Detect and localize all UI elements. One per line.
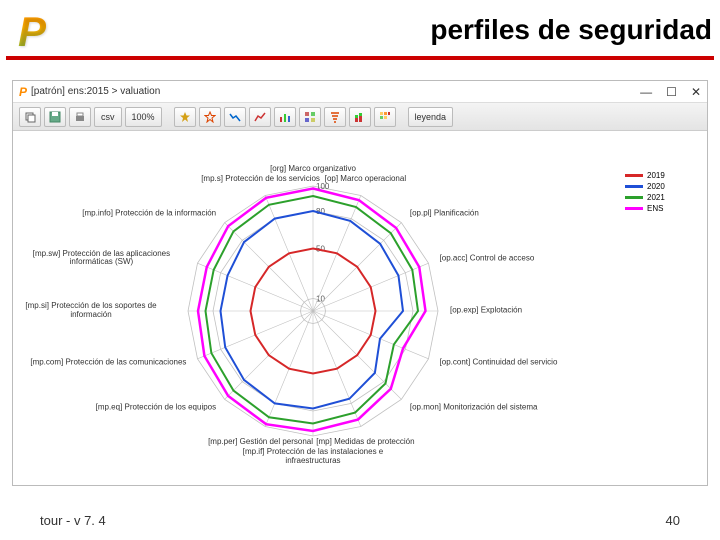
axis-label: [mp.com] Protección de las comunicacione… xyxy=(30,359,186,368)
axis-label: [op.acc] Control de acceso xyxy=(440,254,535,263)
print-button[interactable] xyxy=(69,107,91,127)
legend-label: 2021 xyxy=(647,193,665,202)
axis-label: [op.cont] Continuidad del servicio xyxy=(440,359,558,368)
copy-button[interactable] xyxy=(19,107,41,127)
slide-title: perfiles de seguridad xyxy=(430,14,712,46)
window-titlebar: P [patrón] ens:2015 > valuation — ☐ ✕ xyxy=(13,81,707,103)
legend-toggle-button[interactable]: leyenda xyxy=(408,107,454,127)
axis-label: [op.mon] Monitorización del sistema xyxy=(410,403,538,412)
toolbar: csv 100% leyenda xyxy=(13,103,707,131)
axis-label: [mp.si] Protección de los soportes de in… xyxy=(6,302,176,320)
slide-number: 40 xyxy=(666,513,680,528)
window-minimize-button[interactable]: — xyxy=(640,85,652,99)
save-button[interactable] xyxy=(44,107,66,127)
axis-label: [op] Marco operacional xyxy=(325,176,406,185)
chart-line-down-button[interactable] xyxy=(224,107,246,127)
axis-label: [mp.info] Protección de la información xyxy=(82,210,216,219)
legend-label: 2019 xyxy=(647,171,665,180)
axis-label: [mp.sw] Protección de las aplicaciones i… xyxy=(16,250,186,268)
chart-tornado-button[interactable] xyxy=(324,107,346,127)
chart-bar-button[interactable] xyxy=(274,107,296,127)
csv-export-button[interactable]: csv xyxy=(94,107,122,127)
svg-text:10: 10 xyxy=(316,295,325,304)
window-controls: — ☐ ✕ xyxy=(640,85,701,99)
legend-label: ENS xyxy=(647,204,663,213)
window-title: [patrón] ens:2015 > valuation xyxy=(31,86,640,97)
chart-heatmap-button[interactable] xyxy=(374,107,396,127)
legend-swatch xyxy=(625,174,643,177)
app-window: P [patrón] ens:2015 > valuation — ☐ ✕ cs… xyxy=(12,80,708,486)
window-close-button[interactable]: ✕ xyxy=(691,85,701,99)
axis-label: [mp.s] Protección de los servicios xyxy=(201,176,320,185)
slide-logo: P xyxy=(18,8,46,56)
app-icon: P xyxy=(19,85,27,99)
window-maximize-button[interactable]: ☐ xyxy=(666,85,677,99)
legend-label: 2020 xyxy=(647,182,665,191)
chart-legend: 2019 2020 2021 ENS xyxy=(625,171,701,215)
chart-line-up-button[interactable] xyxy=(249,107,271,127)
chart-star-filled-button[interactable] xyxy=(174,107,196,127)
axis-label: [org] Marco organizativo xyxy=(270,165,356,174)
legend-item: 2019 xyxy=(625,171,701,180)
axis-label: [mp.eq] Protección de los equipos xyxy=(96,403,217,412)
axis-label: [op.exp] Explotación xyxy=(450,307,522,316)
footer-version: tour - v 7. 4 xyxy=(40,513,106,528)
axis-label: [op.pl] Planificación xyxy=(410,210,479,219)
axis-label: [mp.per] Gestión del personal xyxy=(208,438,313,447)
legend-item: ENS xyxy=(625,204,701,213)
title-underline xyxy=(6,56,714,60)
legend-swatch xyxy=(625,185,643,188)
chart-grid-button[interactable] xyxy=(299,107,321,127)
legend-item: 2021 xyxy=(625,193,701,202)
legend-item: 2020 xyxy=(625,182,701,191)
chart-stacked-button[interactable] xyxy=(349,107,371,127)
axis-label: [mp.if] Protección de las instalaciones … xyxy=(228,448,398,466)
chart-area: 105080100 [org] Marco organizativo[op] M… xyxy=(13,131,707,485)
legend-swatch xyxy=(625,207,643,210)
zoom-level-button[interactable]: 100% xyxy=(125,107,162,127)
chart-star-outline-button[interactable] xyxy=(199,107,221,127)
axis-label: [mp] Medidas de protección xyxy=(316,438,414,447)
legend-swatch xyxy=(625,196,643,199)
